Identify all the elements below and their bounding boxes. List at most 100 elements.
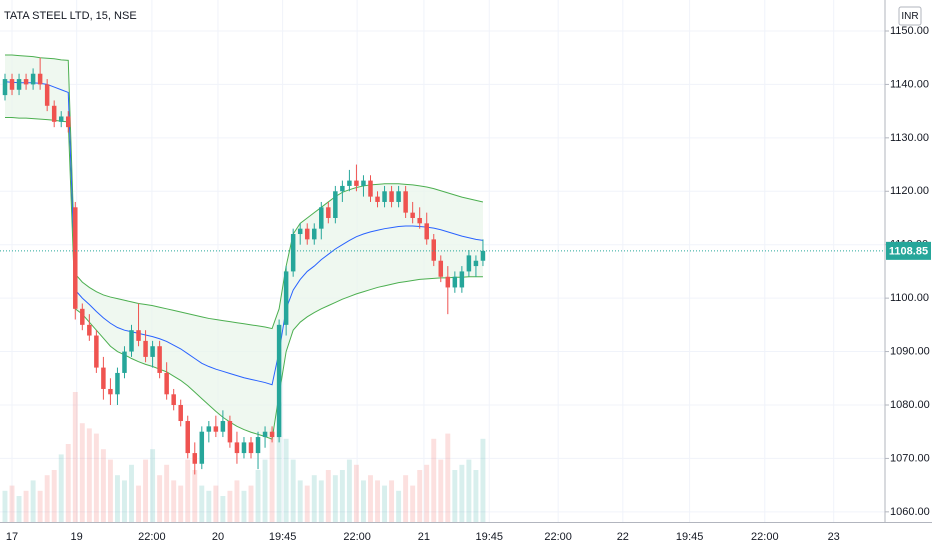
y-tick-label: 1090.00: [890, 345, 930, 357]
volume-bar: [79, 423, 85, 522]
candle-body: [157, 346, 162, 373]
candle-body: [80, 308, 85, 325]
candle-body: [30, 73, 36, 85]
candle-body: [248, 442, 254, 454]
volume-bar: [227, 490, 233, 522]
candle-body: [44, 84, 50, 106]
currency-box[interactable]: [898, 6, 922, 26]
volume-bar: [346, 459, 352, 522]
volume-bar: [37, 490, 43, 522]
volume-bar: [325, 470, 331, 522]
volume-bar: [157, 475, 163, 522]
candle-body: [480, 250, 486, 261]
candle-body: [234, 442, 240, 454]
volume-bar: [276, 402, 282, 522]
candle-body: [94, 335, 99, 368]
currency-label[interactable]: INR: [901, 11, 918, 22]
chart-title: TATA STEEL LTD, 15, NSE: [4, 10, 137, 22]
band-fill: [4, 55, 483, 440]
volume-bar: [150, 449, 156, 522]
candle-body: [2, 79, 8, 96]
volume-bar: [241, 490, 247, 522]
candle-body: [150, 346, 155, 357]
candle-body: [227, 421, 233, 443]
candle-body: [297, 228, 303, 235]
x-tick-label: 22:00: [138, 531, 166, 543]
volume-bar: [136, 485, 141, 522]
volume-bar: [262, 459, 268, 522]
y-tick-label: 1070.00: [890, 452, 930, 464]
volume-bar: [255, 470, 261, 522]
volume-bar: [466, 459, 472, 522]
volume-bar: [445, 433, 451, 522]
x-tick-label: 22: [617, 531, 629, 543]
candle-body: [445, 276, 451, 288]
volume-bar: [438, 459, 444, 522]
candle-body: [410, 212, 415, 218]
candle-body: [283, 271, 289, 325]
volume-bar: [143, 459, 149, 522]
candle-body: [129, 330, 134, 352]
candle-body: [333, 191, 338, 218]
x-tick-label: 19:45: [476, 531, 504, 543]
candle-body: [199, 431, 205, 464]
volume-bar: [311, 475, 317, 522]
volume-bar: [213, 485, 219, 522]
candle-body: [452, 276, 458, 288]
volume-bar: [304, 485, 310, 522]
y-tick-label: 1150.00: [890, 25, 929, 37]
candle-body: [276, 324, 282, 438]
candle-body: [23, 79, 29, 85]
candle-body: [101, 367, 106, 389]
band-line: [4, 54, 484, 330]
candle-body: [178, 404, 183, 422]
candle-body: [16, 79, 22, 90]
volume-bar: [424, 464, 430, 522]
candle-body: [340, 185, 345, 192]
y-tick-label: 1100.00: [890, 292, 929, 304]
candle-body: [459, 271, 465, 288]
candle-body: [382, 191, 387, 202]
candle-body: [361, 180, 366, 186]
candle-body: [192, 453, 198, 464]
volume-bar: [234, 480, 240, 522]
volume-bar: [417, 470, 423, 522]
x-tick-label: 19: [71, 531, 83, 543]
candle-body: [66, 116, 71, 128]
volume-bar: [459, 464, 465, 522]
volume-bar: [164, 464, 170, 522]
candle-body: [241, 442, 247, 454]
volume-bar: [51, 470, 57, 522]
volume-bar: [410, 485, 416, 522]
candle-body: [431, 239, 436, 261]
volume-bar: [9, 485, 15, 522]
candle-body: [143, 340, 148, 357]
candle-body: [417, 217, 422, 224]
band-line: [4, 81, 484, 386]
volume-bar: [248, 485, 254, 522]
candle-body: [9, 79, 15, 90]
y-tick-label: 1140.00: [890, 78, 929, 90]
candle-body: [87, 324, 92, 336]
candle-body: [319, 207, 324, 229]
candle-body: [424, 223, 429, 240]
volume-bar: [220, 496, 226, 522]
candle-body: [375, 196, 380, 202]
volume-bar: [353, 464, 359, 522]
volume-bar: [361, 480, 366, 522]
candle-body: [213, 426, 219, 432]
y-tick-label: 1080.00: [890, 399, 930, 411]
candles: [0, 57, 885, 475]
volume-bar: [368, 475, 373, 522]
volume-bar: [171, 480, 177, 522]
volume-bar: [86, 428, 92, 522]
volume-bar: [185, 459, 191, 522]
volume-bar: [58, 454, 64, 522]
volume-bar: [473, 470, 479, 522]
candle-body: [73, 207, 78, 309]
volume-bar: [192, 470, 198, 522]
candle-body: [312, 228, 317, 240]
volume-bar: [297, 480, 303, 522]
x-tick-label: 19:45: [269, 531, 297, 543]
